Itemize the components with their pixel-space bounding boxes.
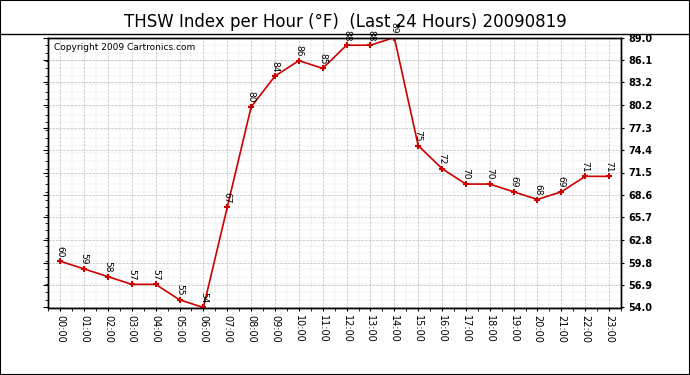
Text: 69: 69 [509, 176, 518, 188]
Text: 71: 71 [604, 161, 613, 172]
Text: Copyright 2009 Cartronics.com: Copyright 2009 Cartronics.com [54, 43, 195, 52]
Text: 59: 59 [79, 253, 88, 265]
Text: 70: 70 [485, 168, 494, 180]
Text: 69: 69 [557, 176, 566, 188]
Text: 88: 88 [366, 30, 375, 41]
Text: 57: 57 [151, 269, 160, 280]
Text: 72: 72 [437, 153, 446, 165]
Text: 86: 86 [295, 45, 304, 57]
Text: 84: 84 [270, 60, 279, 72]
Text: 75: 75 [414, 130, 423, 141]
Text: 68: 68 [533, 184, 542, 195]
Text: THSW Index per Hour (°F)  (Last 24 Hours) 20090819: THSW Index per Hour (°F) (Last 24 Hours)… [124, 13, 566, 31]
Text: 71: 71 [581, 161, 590, 172]
Text: 89: 89 [390, 22, 399, 33]
Text: 58: 58 [104, 261, 112, 273]
Text: 55: 55 [175, 284, 184, 296]
Text: 88: 88 [342, 30, 351, 41]
Text: 54: 54 [199, 292, 208, 303]
Text: 60: 60 [56, 246, 65, 257]
Text: 67: 67 [223, 192, 232, 203]
Text: 85: 85 [318, 53, 327, 64]
Text: 80: 80 [246, 91, 255, 103]
Text: 57: 57 [128, 269, 137, 280]
Text: 70: 70 [462, 168, 471, 180]
